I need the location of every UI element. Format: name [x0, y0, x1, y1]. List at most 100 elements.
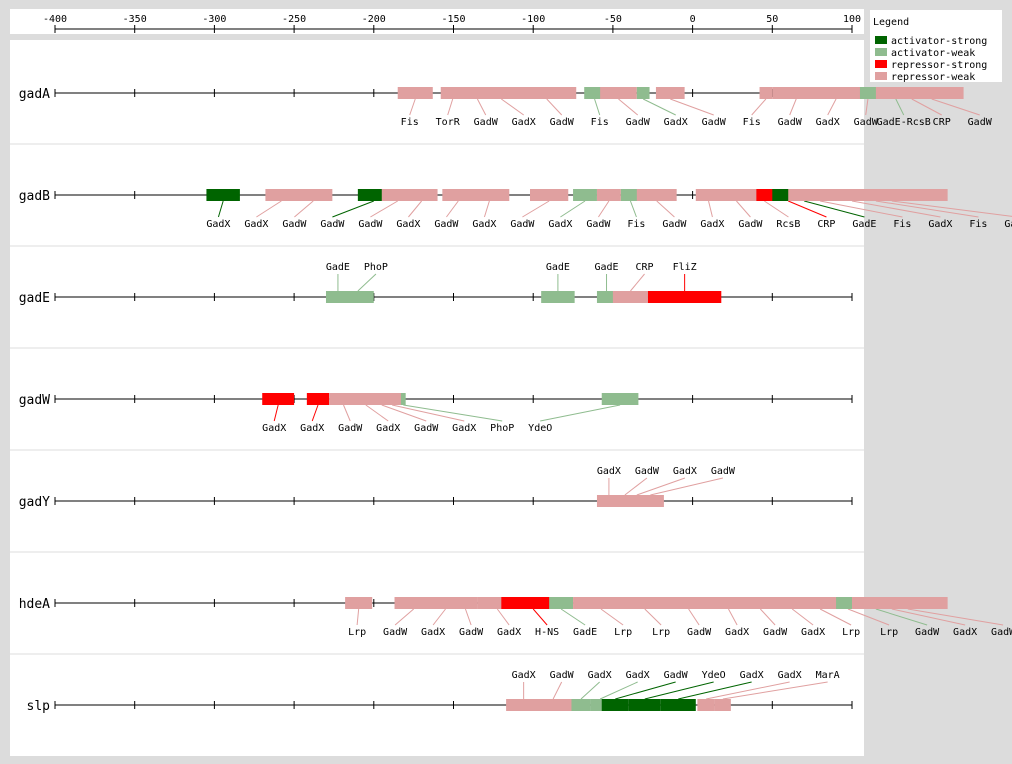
- site-connector: [895, 98, 905, 116]
- row-label: slp: [27, 699, 51, 714]
- site-connector: [911, 98, 942, 116]
- site-connector: [483, 200, 490, 218]
- site-label: GadW: [626, 117, 651, 128]
- site-label: GadE: [546, 262, 570, 273]
- site-connector: [759, 608, 776, 626]
- site-connector: [851, 200, 941, 218]
- site-label: GadX: [928, 219, 952, 230]
- binding-site: [206, 189, 240, 201]
- axis-tick-label: -400: [43, 14, 67, 25]
- site-connector: [688, 608, 700, 626]
- site-label: GadX: [588, 670, 612, 681]
- binding-site: [612, 291, 648, 303]
- site-connector: [600, 608, 624, 626]
- legend-swatch-repressor-strong: [875, 60, 887, 68]
- site-label: Fis: [743, 117, 761, 128]
- site-connector: [392, 404, 465, 422]
- legend-swatch-activator-weak: [875, 48, 887, 56]
- site-label: GadW: [662, 219, 687, 230]
- site-connector: [446, 200, 459, 218]
- site-label: GadW: [282, 219, 307, 230]
- site-label: YdeO: [702, 670, 726, 681]
- site-connector: [875, 608, 928, 626]
- site-connector: [540, 404, 621, 422]
- row-label: gadY: [19, 495, 50, 510]
- plot-panel: [10, 40, 864, 756]
- site-connector: [764, 200, 789, 218]
- site-connector: [636, 477, 686, 496]
- site-label: GadW: [474, 117, 499, 128]
- site-connector: [599, 681, 638, 700]
- site-label: GadX: [497, 627, 521, 638]
- site-label: GadW: [991, 627, 1012, 638]
- site-label: GadW: [687, 627, 712, 638]
- site-connector: [273, 404, 279, 422]
- binding-site: [400, 393, 406, 405]
- site-label: Lrp: [842, 627, 860, 638]
- site-label: GadW: [738, 219, 763, 230]
- site-label: Fis: [969, 219, 987, 230]
- site-label: YdeO: [528, 423, 552, 434]
- site-label: GadX: [778, 670, 802, 681]
- site-label: GadW: [320, 219, 345, 230]
- binding-site: [600, 87, 637, 99]
- site-label: GadW: [915, 627, 940, 638]
- binding-site: [596, 291, 617, 303]
- binding-site: [714, 699, 731, 711]
- row-gadW: gadW GadX GadX GadW GadX GadW GadX PhoP YdeO: [10, 347, 864, 434]
- site-connector: [708, 200, 713, 218]
- axis-tick-label: -250: [282, 14, 306, 25]
- site-connector: [820, 200, 903, 218]
- row-slp: slp GadX GadW GadX GadX GadW YdeO GadX GadX MarA: [10, 653, 864, 714]
- site-label: GadX: [244, 219, 268, 230]
- site-label: TorR: [436, 117, 461, 128]
- axis-tick-label: 50: [766, 14, 778, 25]
- binding-site: [573, 597, 629, 609]
- site-connector: [408, 200, 423, 218]
- site-connector: [311, 404, 319, 422]
- site-connector: [256, 200, 282, 218]
- site-connector: [788, 200, 827, 218]
- site-connector: [332, 200, 374, 218]
- binding-site: [262, 393, 295, 405]
- site-connector: [501, 98, 525, 116]
- binding-site: [405, 189, 438, 201]
- site-label: GadX: [548, 219, 572, 230]
- legend: Legend activator-strongactivator-weakrep…: [870, 10, 1002, 83]
- axis-tick-label: -50: [604, 14, 622, 25]
- site-label: GadX: [472, 219, 496, 230]
- legend-label-activator-strong: activator-strong: [891, 36, 987, 47]
- binding-site: [899, 87, 964, 99]
- binding-site: [695, 189, 722, 201]
- axis-tick-label: -150: [441, 14, 465, 25]
- binding-site: [620, 597, 669, 609]
- site-connector: [356, 608, 360, 626]
- site-label: GadW: [586, 219, 611, 230]
- site-connector: [847, 608, 890, 626]
- binding-site: [660, 699, 696, 711]
- site-connector: [791, 608, 814, 626]
- site-label: GadX: [725, 627, 749, 638]
- binding-site: [442, 189, 475, 201]
- axis-tick-label: -100: [521, 14, 545, 25]
- site-connector: [722, 681, 828, 700]
- site-connector: [476, 98, 487, 116]
- row-label: hdeA: [19, 597, 50, 612]
- site-label: PhoP: [364, 262, 388, 273]
- site-connector: [464, 608, 472, 626]
- binding-site: [265, 189, 298, 201]
- binding-site: [620, 189, 640, 201]
- site-label: GadX: [421, 627, 445, 638]
- site-label: GadX: [953, 627, 977, 638]
- site-label: GadW: [1004, 219, 1012, 230]
- site-label: GadE: [852, 219, 876, 230]
- legend-label-activator-weak: activator-weak: [891, 48, 975, 59]
- axis-tick-label: -300: [202, 14, 226, 25]
- site-label: GadX: [597, 466, 621, 477]
- site-label: GadE: [573, 627, 597, 638]
- site-connector: [865, 98, 869, 116]
- axis-tick-label: 100: [843, 14, 861, 25]
- site-connector: [532, 608, 548, 626]
- site-connector: [217, 200, 224, 218]
- site-connector: [624, 477, 648, 496]
